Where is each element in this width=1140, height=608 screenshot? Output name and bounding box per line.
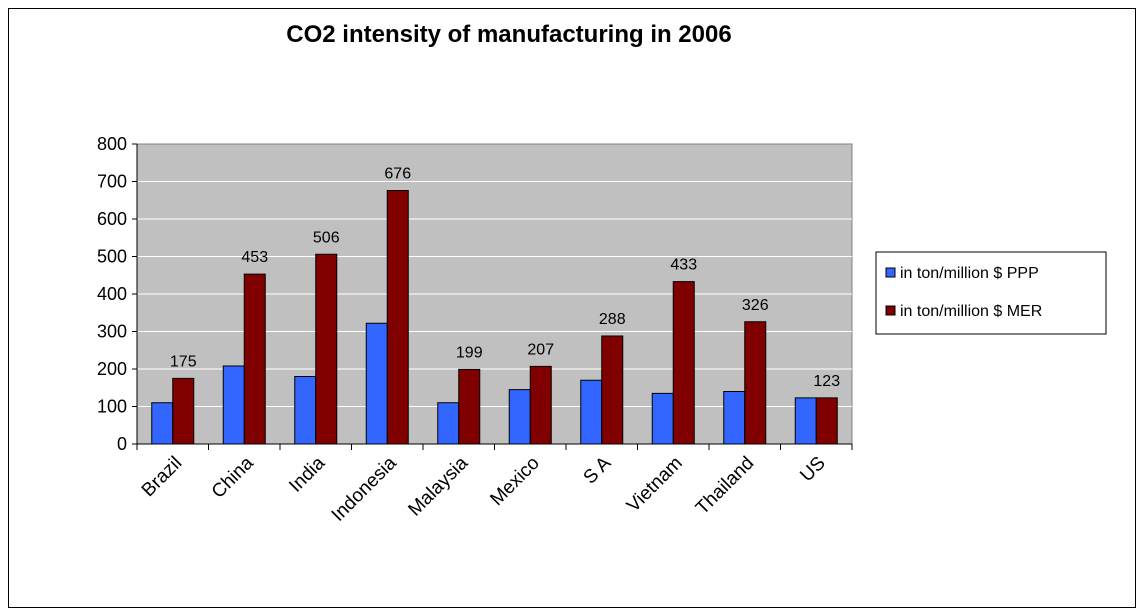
y-tick-label: 400 bbox=[97, 284, 127, 304]
category-label: Brazil bbox=[138, 453, 186, 501]
chart-title: CO2 intensity of manufacturing in 2006 bbox=[286, 21, 732, 48]
legend-box bbox=[875, 251, 1107, 335]
bar-ppp bbox=[580, 379, 603, 445]
category-label: US bbox=[796, 453, 830, 487]
bar-mer bbox=[815, 397, 838, 445]
bar-ppp bbox=[222, 365, 245, 445]
bar-mer bbox=[172, 377, 195, 445]
legend-label: in ton/million $ PPP bbox=[900, 265, 1039, 282]
data-label: 326 bbox=[742, 297, 769, 314]
bar-mer bbox=[601, 335, 624, 445]
bar-mer bbox=[315, 253, 338, 445]
category-label: Mexico bbox=[486, 453, 543, 510]
y-tick-label: 300 bbox=[97, 322, 127, 342]
bar-mer bbox=[672, 281, 695, 445]
category-label: India bbox=[285, 452, 329, 496]
y-tick-label: 500 bbox=[97, 247, 127, 267]
y-tick-label: 600 bbox=[97, 209, 127, 229]
bar-mer bbox=[529, 365, 552, 445]
y-tick-label: 200 bbox=[97, 359, 127, 379]
legend-label: in ton/million $ MER bbox=[900, 303, 1042, 320]
category-label: Thailand bbox=[692, 453, 758, 519]
data-label: 433 bbox=[670, 257, 697, 274]
plot-layer: 0 100 200 300 400 500 600 700 800 175 Brazil 453 Chi… bbox=[97, 134, 853, 526]
bar-ppp bbox=[437, 402, 460, 445]
bar-ppp bbox=[294, 376, 317, 445]
bar-mer bbox=[744, 321, 767, 445]
bar-mer bbox=[458, 368, 481, 445]
category-label: S A bbox=[580, 452, 616, 488]
data-label: 506 bbox=[313, 229, 340, 246]
legend: in ton/million $ PPP in ton/million $ MER bbox=[875, 251, 1107, 335]
legend-swatch bbox=[885, 305, 896, 316]
legend-swatch bbox=[885, 267, 896, 278]
y-tick-label: 0 bbox=[117, 434, 127, 454]
bar-ppp bbox=[651, 392, 674, 445]
bar-ppp bbox=[151, 402, 174, 445]
bar-mer bbox=[243, 273, 266, 445]
bar-ppp bbox=[508, 389, 531, 445]
chart-frame: CO2 intensity of manufacturing in 2006 0… bbox=[8, 8, 1136, 608]
y-tick-label: 800 bbox=[97, 134, 127, 154]
data-label: 453 bbox=[241, 249, 268, 266]
bar-ppp bbox=[365, 322, 388, 445]
y-tick-label: 100 bbox=[97, 397, 127, 417]
data-label: 199 bbox=[456, 344, 483, 361]
category-label: China bbox=[208, 452, 258, 502]
category-label: Indonesia bbox=[328, 452, 401, 525]
data-label: 288 bbox=[599, 311, 626, 328]
bar-ppp bbox=[794, 397, 817, 445]
data-label: 123 bbox=[813, 373, 840, 390]
category-label: Vietnam bbox=[623, 453, 687, 517]
bar-mer bbox=[386, 190, 409, 445]
bar-ppp bbox=[723, 391, 746, 445]
data-label: 676 bbox=[384, 166, 411, 183]
chart-svg: 0 100 200 300 400 500 600 700 800 175 Brazil 453 Chi… bbox=[97, 134, 1107, 526]
data-label: 207 bbox=[527, 341, 554, 358]
y-tick-label: 700 bbox=[97, 172, 127, 192]
data-label: 175 bbox=[170, 353, 197, 370]
category-label: Malaysia bbox=[404, 452, 472, 520]
